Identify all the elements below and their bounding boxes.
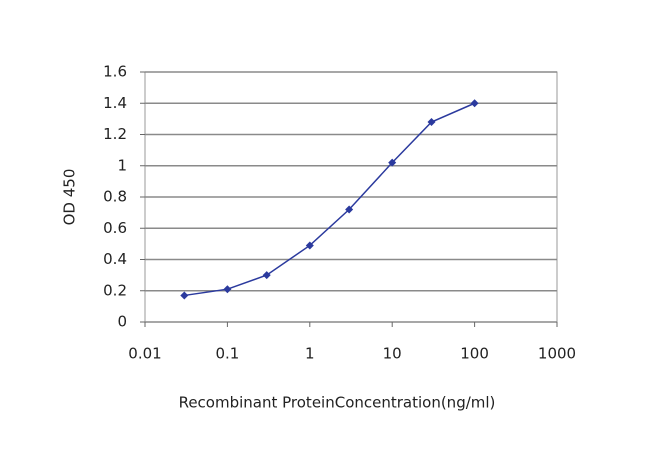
y-tick-label: 0.2	[103, 281, 127, 299]
data-line	[184, 102, 475, 297]
y-tick-label: 1.4	[103, 94, 127, 112]
y-tick-label: 0.6	[103, 219, 127, 237]
data-point	[388, 158, 397, 167]
x-tick-label: 1	[305, 345, 315, 363]
y-tick-label: 0	[117, 313, 127, 331]
x-tick-label: 10	[383, 345, 402, 363]
x-tick-label: 100	[460, 345, 489, 363]
data-point	[427, 118, 436, 126]
x-tick-label: 0.1	[215, 345, 239, 363]
data-point	[470, 99, 479, 108]
x-tick-label: 0.01	[128, 345, 161, 363]
y-tick-label: 1.6	[103, 63, 127, 81]
x-axis-label: Recombinant ProteinConcentration(ng/ml)	[179, 394, 496, 412]
data-point	[223, 285, 232, 294]
y-tick-label: 0.4	[103, 250, 127, 268]
data-point	[180, 291, 189, 300]
y-tick-label: 1	[117, 156, 127, 174]
y-axis-label: OD 450	[61, 169, 79, 226]
x-tick-label: 1000	[538, 345, 576, 363]
y-tick-label: 0.8	[103, 188, 127, 206]
data-point	[262, 271, 271, 280]
data-point	[305, 241, 314, 250]
y-tick-label: 1.2	[103, 125, 127, 143]
data-point	[345, 205, 354, 214]
